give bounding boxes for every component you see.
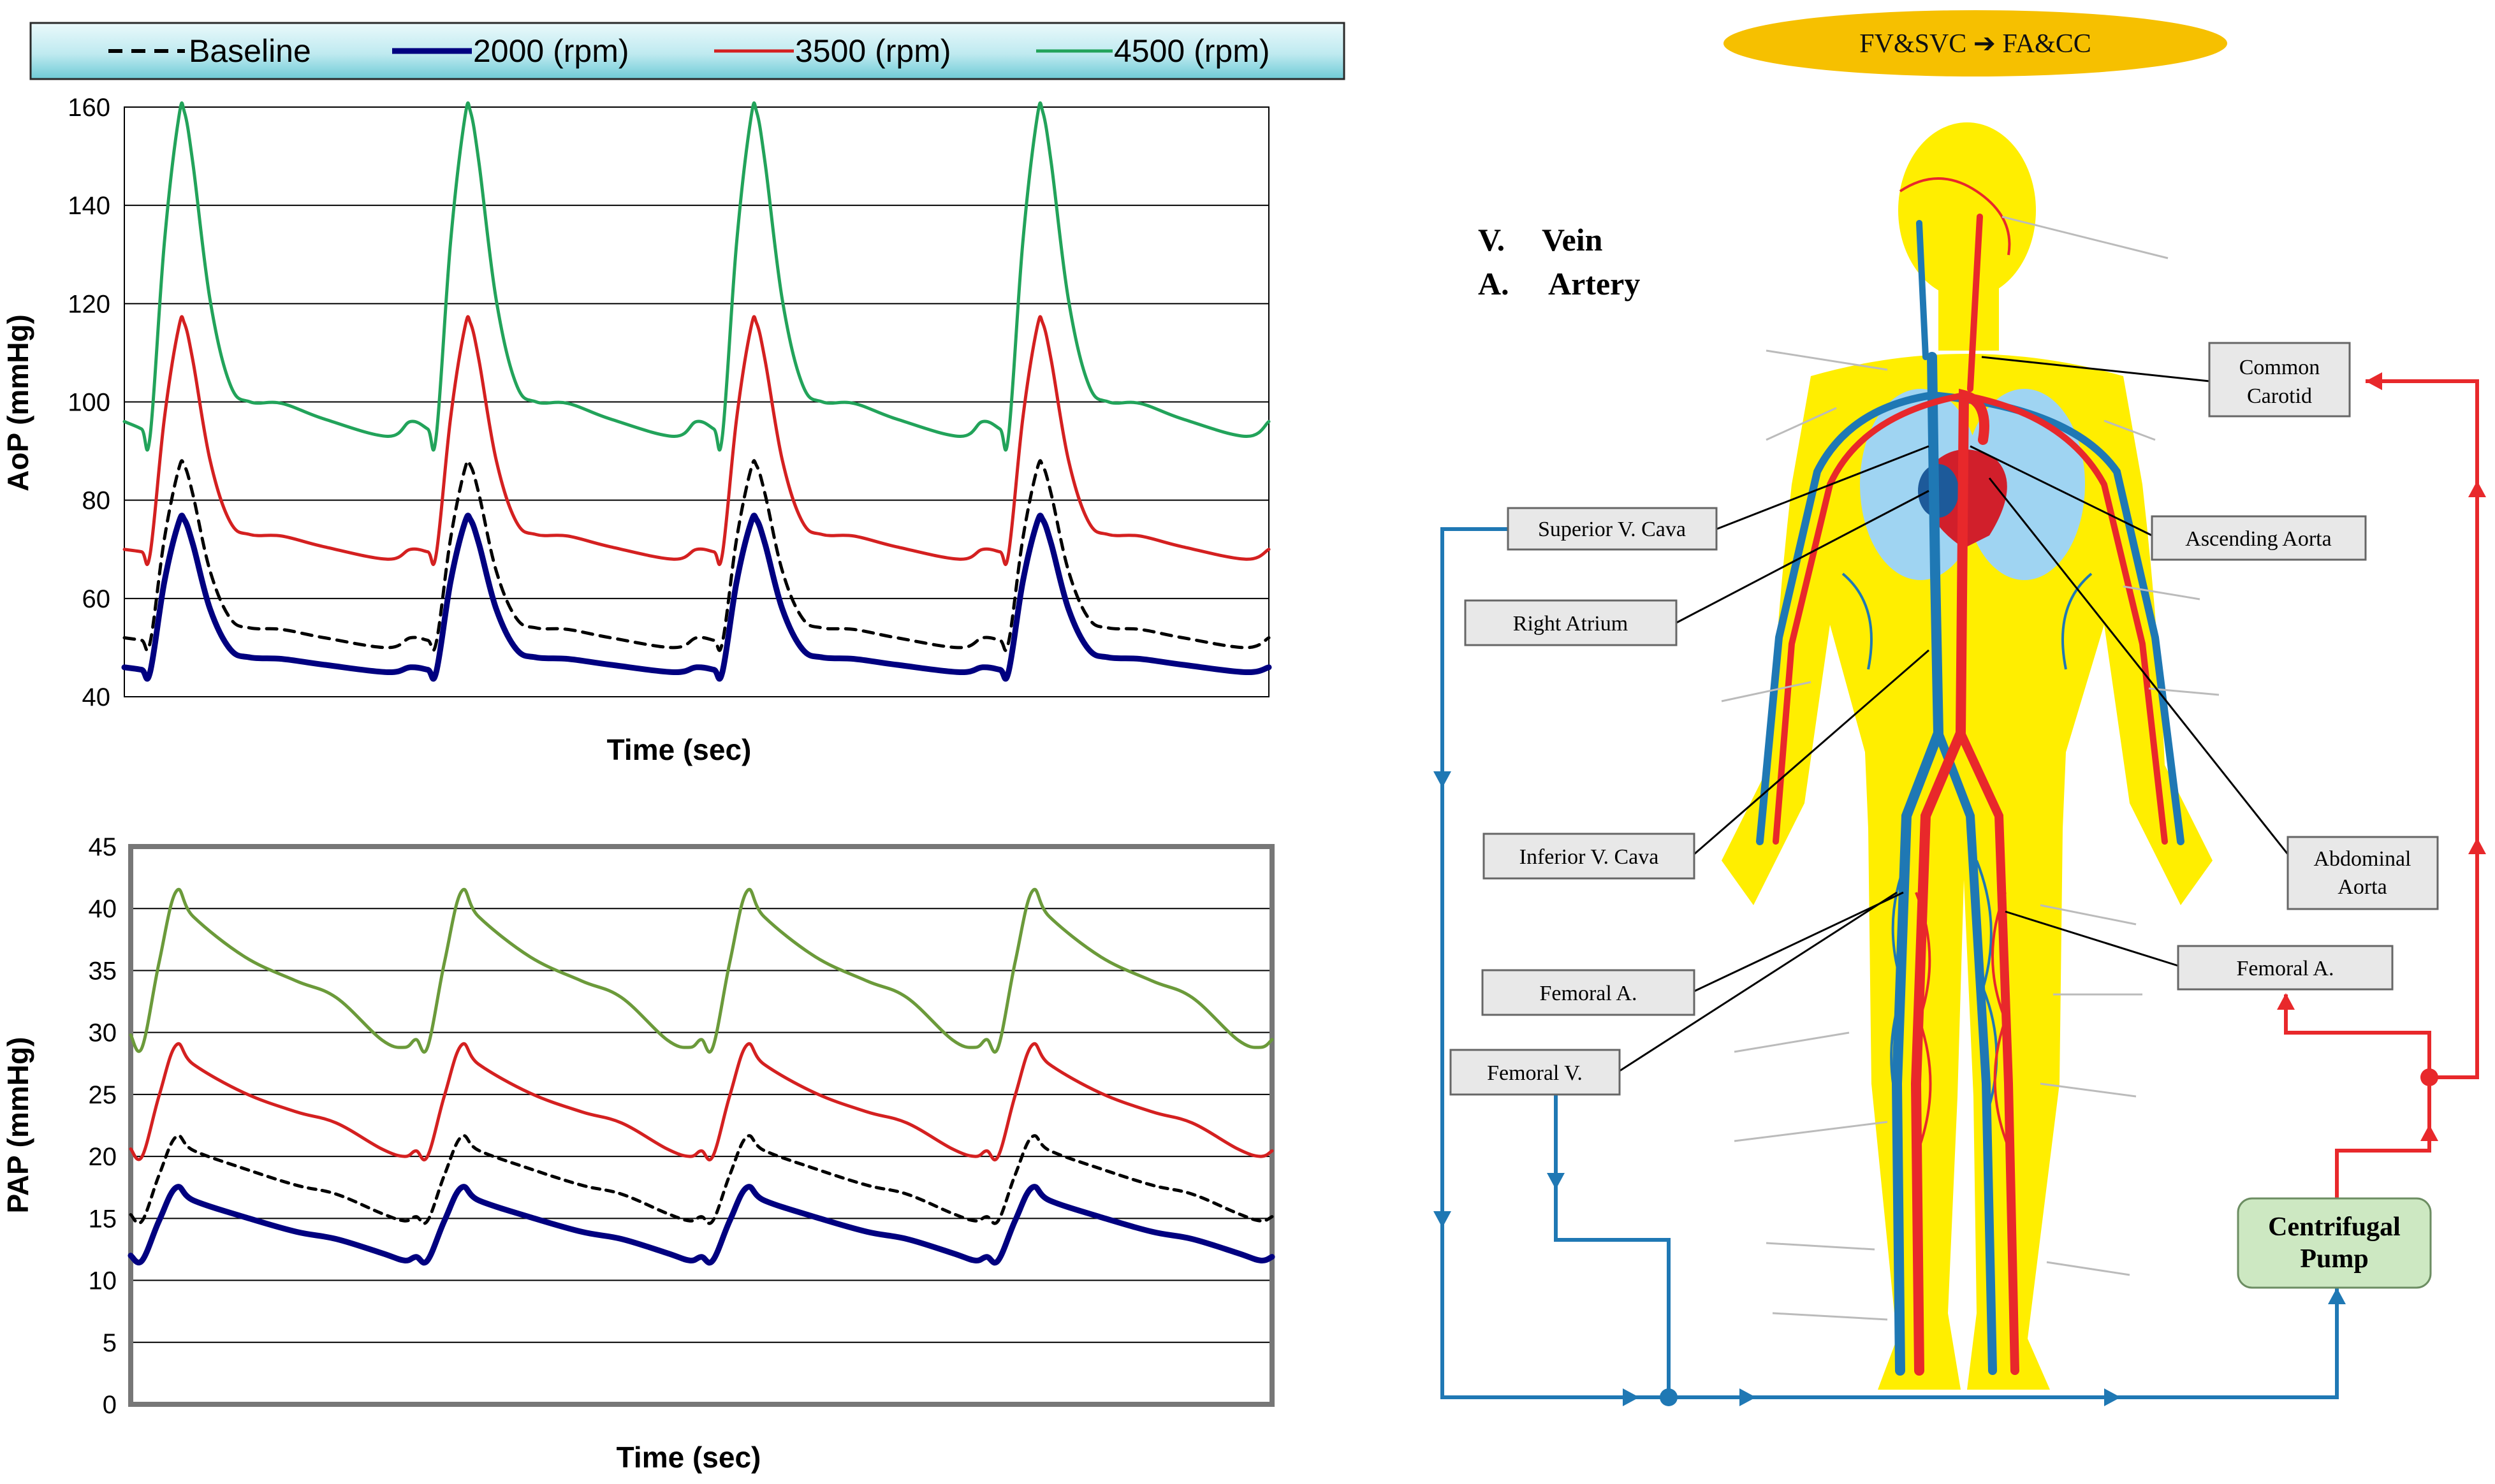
series-line-baseline [129, 1134, 1274, 1225]
y-tick-label: 20 [89, 1143, 117, 1171]
series-line-3500-rpm [129, 1042, 1274, 1161]
label-ascending-aorta: Ascending Aorta [2151, 515, 2367, 561]
pump-label-line2: Pump [2300, 1244, 2368, 1274]
y-tick-label: 80 [82, 487, 111, 515]
arterial-flow-arrows [2277, 372, 2486, 1141]
pump-label-line1: Centrifugal [2268, 1212, 2401, 1242]
legend-label-baseline: Baseline [189, 33, 311, 69]
svg-text:Superior V. Cava: Superior V. Cava [1538, 518, 1686, 541]
centrifugal-pump-box [2237, 1197, 2432, 1289]
aop-plot-frame [124, 106, 1269, 697]
svg-text:Inferior V. Cava: Inferior V. Cava [1519, 845, 1659, 869]
aop-series-group [121, 101, 1272, 682]
diagram-title: FV&SVC ➔ FA&CC [1859, 29, 2091, 59]
aop-chart: 40 60 80 100 120 140 160 AoP (mmHg) Time (sec) [1, 94, 1272, 766]
legend-label-3500: 3500 (rpm) [795, 33, 951, 69]
label-femoral-artery-left-side: Femoral A. [1481, 969, 1695, 1016]
circulation-diagram: FV&SVC ➔ FA&CC V. Vein A. Artery [1433, 10, 2486, 1406]
y-tick-label: 25 [89, 1081, 117, 1109]
svg-text:Femoral A.: Femoral A. [1540, 982, 1637, 1005]
key-meaning-vein: Vein [1542, 222, 1603, 258]
venous-junction [1660, 1388, 1678, 1406]
arterial-junction [2420, 1068, 2438, 1086]
pap-x-axis-label: Time (sec) [617, 1441, 761, 1474]
y-tick-label: 140 [68, 192, 110, 220]
pap-y-axis-label: PAP (mmHg) [1, 1037, 34, 1214]
major-vessels [1756, 214, 2184, 1376]
y-tick-label: 10 [89, 1267, 117, 1295]
label-femoral-vein: Femoral V. [1449, 1049, 1621, 1096]
legend-label-2000: 2000 (rpm) [473, 33, 629, 69]
svg-text:Aorta: Aorta [2338, 875, 2387, 899]
legend-label-4500: 4500 (rpm) [1114, 33, 1270, 69]
venous-circuit [1440, 527, 2339, 1399]
pap-plot-frame [128, 844, 1275, 1407]
series-line-baseline [122, 459, 1271, 652]
y-tick-label: 60 [82, 585, 111, 613]
pap-series-group [128, 887, 1275, 1266]
svg-text:Femoral A.: Femoral A. [2237, 957, 2334, 980]
svg-text:Right Atrium: Right Atrium [1513, 612, 1628, 636]
key-meaning-artery: Artery [1548, 266, 1640, 302]
y-tick-label: 35 [89, 957, 117, 985]
y-tick-label: 0 [103, 1391, 117, 1419]
svg-text:Femoral V.: Femoral V. [1487, 1061, 1583, 1085]
key-letter-artery: A. [1478, 266, 1509, 302]
label-femoral-artery-right-side: Femoral A. [2177, 945, 2394, 991]
svg-text:Carotid: Carotid [2247, 384, 2312, 408]
y-tick-label: 160 [68, 94, 110, 122]
svg-text:Ascending Aorta: Ascending Aorta [2185, 527, 2331, 551]
legend-box [29, 22, 1345, 80]
pap-chart: 0 5 10 15 20 25 30 35 40 45 PAP (mmHg) Time (sec) [1, 833, 1275, 1474]
series-line-3500-rpm [122, 315, 1271, 567]
series-line-4500-rpm [122, 101, 1271, 452]
y-tick-label: 15 [89, 1205, 117, 1233]
body-silhouette [1722, 122, 2213, 1390]
venous-flow-arrows [1433, 771, 2346, 1406]
pap-gridlines [131, 846, 1272, 1405]
svg-text:Abdominal: Abdominal [2314, 847, 2411, 871]
label-leader-lines [1619, 356, 2289, 1072]
y-tick-label: 5 [103, 1329, 117, 1357]
aop-x-axis-label: Time (sec) [607, 733, 752, 766]
label-abdominal-aorta: Abdominal Aorta [2286, 836, 2439, 910]
y-tick-label: 30 [89, 1019, 117, 1047]
legend: Baseline 2000 (rpm) 3500 (rpm) 4500 (rpm… [29, 22, 1345, 80]
diagram-title-pill [1723, 10, 2227, 76]
label-right-atrium: Right Atrium [1464, 599, 1678, 646]
series-line-4500-rpm [129, 887, 1274, 1054]
aop-y-tick-labels: 40 60 80 100 120 140 160 [68, 94, 110, 711]
aop-y-axis-label: AoP (mmHg) [1, 314, 34, 491]
y-tick-label: 45 [89, 833, 117, 861]
left-lung [1964, 389, 2085, 580]
fine-vessels [1841, 177, 2093, 1148]
y-tick-label: 40 [89, 895, 117, 923]
y-tick-label: 100 [68, 389, 110, 417]
label-superior-vena-cava: Superior V. Cava [1507, 507, 1718, 551]
label-common-carotid: Common Carotid [2208, 342, 2351, 418]
key-letter-vein: V. [1478, 222, 1505, 258]
label-inferior-vena-cava: Inferior V. Cava [1482, 833, 1695, 880]
y-tick-label: 40 [82, 683, 111, 711]
pap-y-tick-labels: 0 5 10 15 20 25 30 35 40 45 [89, 833, 117, 1419]
background-leader-lines [1721, 215, 2220, 1321]
arterial-circuit [2284, 379, 2479, 1198]
series-line-2000-rpm [121, 513, 1272, 682]
series-line-2000-rpm [128, 1184, 1275, 1266]
y-tick-label: 120 [68, 290, 110, 318]
aop-gridlines [124, 106, 1269, 697]
svg-text:Common: Common [2239, 356, 2320, 379]
